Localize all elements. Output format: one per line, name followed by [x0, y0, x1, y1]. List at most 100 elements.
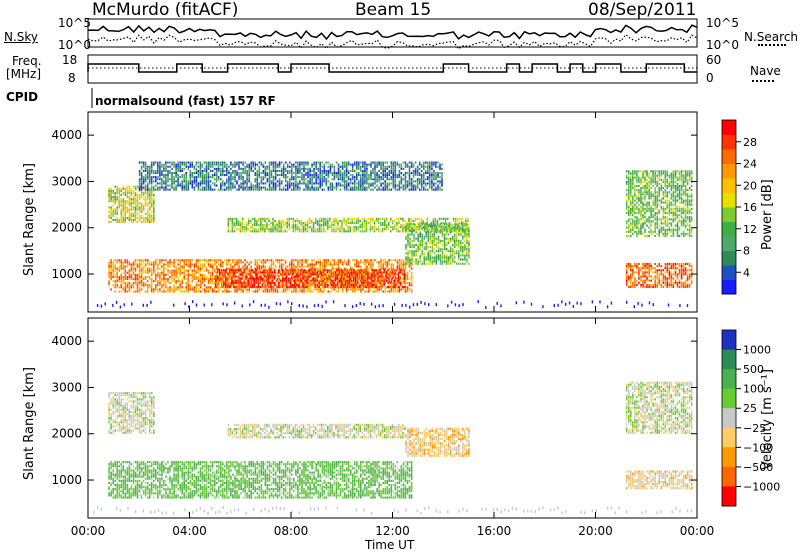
data-cell: [148, 212, 151, 215]
data-cell: [266, 228, 268, 231]
data-cell: [268, 290, 271, 293]
data-cell: [108, 191, 110, 194]
data-cell: [175, 163, 177, 166]
data-cell: [163, 275, 165, 278]
data-cell: [256, 278, 259, 281]
data-cell: [366, 259, 368, 262]
data-cell: [644, 187, 646, 190]
data-cell: [445, 258, 448, 261]
data-cell: [175, 184, 177, 187]
data-cell: [650, 209, 652, 212]
data-cell: [280, 271, 283, 274]
data-cell: [290, 279, 292, 282]
data-cell: [344, 281, 347, 284]
data-cell: [364, 273, 366, 276]
data-cell: [124, 261, 127, 264]
data-cell: [668, 209, 671, 212]
data-cell: [463, 222, 465, 225]
data-cell: [138, 189, 141, 192]
data-cell: [336, 279, 339, 282]
data-cell: [654, 224, 656, 227]
data-cell: [630, 285, 632, 288]
data-cell: [132, 200, 135, 203]
data-cell: [146, 196, 149, 199]
data-cell: [296, 224, 299, 227]
data-cell: [197, 265, 200, 268]
data-cell: [682, 220, 685, 223]
data-cell: [375, 273, 377, 276]
data-cell: [150, 216, 153, 219]
data-cell: [126, 278, 129, 281]
data-cell: [630, 222, 632, 225]
data-cell: [191, 259, 194, 262]
data-cell: [112, 271, 114, 274]
data-cell: [259, 271, 262, 274]
data-cell: [114, 265, 116, 268]
data-cell: [654, 199, 656, 202]
data-cell: [463, 228, 465, 231]
data-cell: [337, 288, 340, 291]
data-cell: [267, 273, 270, 276]
data-cell: [634, 172, 636, 175]
data-cell: [359, 224, 362, 227]
data-cell: [632, 176, 634, 179]
data-cell: [280, 282, 283, 285]
data-cell: [441, 254, 444, 257]
data-cell: [658, 182, 660, 185]
data-cell: [175, 267, 177, 270]
data-cell: [134, 259, 137, 262]
data-cell: [468, 254, 470, 257]
data-cell: [124, 221, 127, 224]
data-cell: [451, 252, 454, 255]
data-cell: [397, 285, 400, 288]
data-cell: [638, 220, 640, 223]
data-cell: [429, 262, 432, 265]
data-cell: [120, 187, 123, 190]
data-cell: [142, 191, 145, 194]
data-cell: [347, 259, 350, 262]
data-cell: [638, 281, 640, 284]
data-cell: [656, 191, 658, 194]
data-cell: [462, 252, 464, 255]
data-cell: [322, 283, 325, 286]
data-cell: [427, 227, 430, 230]
data-cell: [341, 226, 343, 229]
data-cell: [415, 258, 417, 261]
data-cell: [148, 275, 151, 278]
data-cell: [122, 202, 125, 205]
data-cell: [408, 222, 410, 225]
data-cell: [670, 209, 673, 212]
data-cell: [656, 170, 658, 173]
data-cell: [404, 288, 407, 291]
data-cell: [654, 234, 656, 237]
data-cell: [408, 228, 410, 231]
data-cell: [237, 275, 239, 278]
data-cell: [666, 265, 669, 268]
data-cell: [360, 290, 362, 293]
data-cell: [394, 228, 396, 231]
data-cell: [124, 193, 127, 196]
data-cell: [217, 259, 220, 262]
data-cell: [648, 203, 650, 206]
data-cell: [297, 284, 299, 287]
data-cell: [432, 228, 435, 231]
data-cell: [466, 241, 468, 244]
data-cell: [678, 281, 681, 284]
data-cell: [656, 203, 658, 206]
data-cell: [381, 228, 384, 231]
data-cell: [284, 224, 286, 227]
data-cell: [373, 224, 376, 227]
data-cell: [656, 216, 658, 219]
nave-tick-low: 0: [706, 71, 714, 85]
data-cell: [646, 201, 648, 204]
data-cell: [108, 189, 110, 192]
data-cell: [246, 269, 248, 272]
data-cell: [413, 250, 415, 253]
data-cell: [458, 239, 460, 242]
data-cell: [199, 263, 202, 266]
data-cell: [112, 269, 114, 272]
data-cell: [148, 200, 151, 203]
data-cell: [136, 198, 139, 201]
data-cell: [179, 267, 181, 270]
data-cell: [201, 267, 204, 270]
